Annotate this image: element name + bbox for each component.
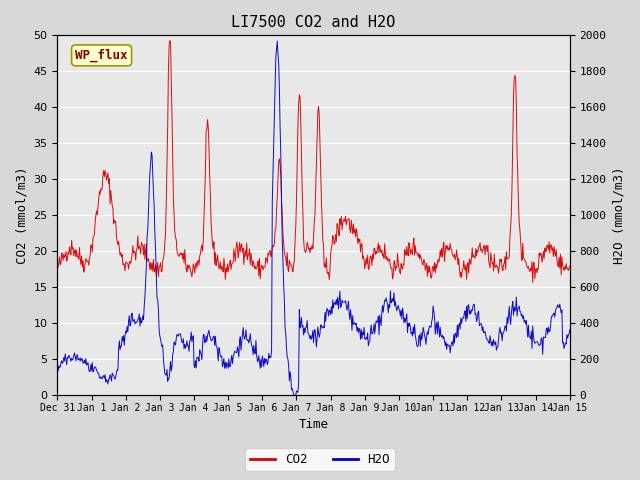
Text: WP_flux: WP_flux bbox=[76, 49, 128, 62]
Legend: CO2, H2O: CO2, H2O bbox=[245, 448, 395, 471]
X-axis label: Time: Time bbox=[299, 419, 328, 432]
Y-axis label: CO2 (mmol/m3): CO2 (mmol/m3) bbox=[15, 167, 28, 264]
Title: LI7500 CO2 and H2O: LI7500 CO2 and H2O bbox=[232, 15, 396, 30]
Y-axis label: H2O (mmol/m3): H2O (mmol/m3) bbox=[612, 167, 625, 264]
